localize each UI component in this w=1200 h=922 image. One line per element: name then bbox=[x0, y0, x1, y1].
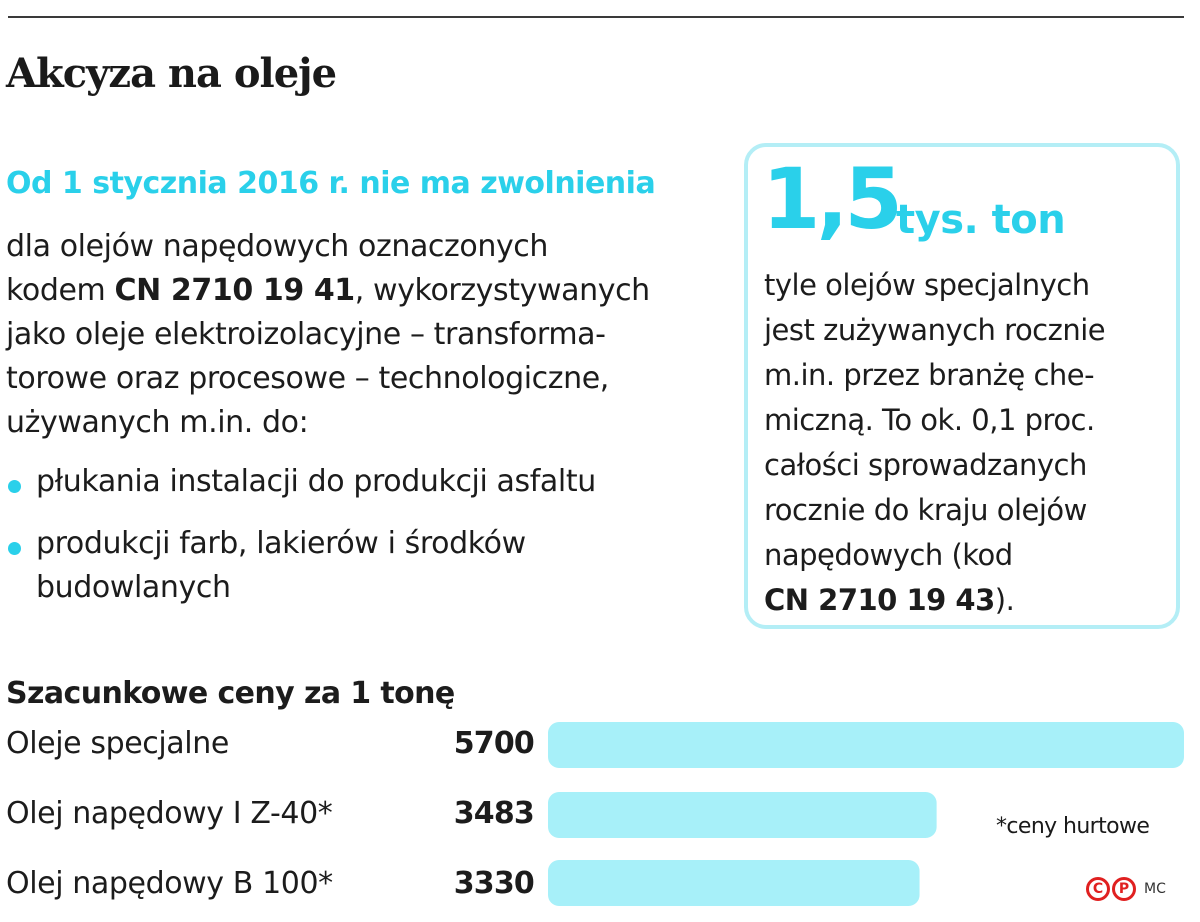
callout-big-number: 1,5 bbox=[762, 150, 903, 248]
subheading: Od 1 stycznia 2016 r. nie ma zwolnienia bbox=[6, 166, 656, 201]
cn-code: CN 2710 19 41 bbox=[114, 273, 356, 308]
value-label: 3330 bbox=[453, 866, 535, 901]
list-item: płukania instalacji do produkcji asfaltu bbox=[6, 460, 706, 504]
copyright-p-icon: P bbox=[1112, 877, 1136, 901]
body-text-fragment: kodem bbox=[6, 273, 115, 308]
chart-title: Szacunkowe ceny za 1 tonę bbox=[6, 676, 455, 711]
copyright-c-icon: C bbox=[1086, 877, 1110, 901]
category-label: Olej napędowy B 100* bbox=[6, 866, 333, 901]
category-label: Oleje specjalne bbox=[6, 726, 229, 761]
callout-line: rocznie do kraju olejów bbox=[764, 493, 1087, 527]
list-item-text: budowlanych bbox=[36, 570, 231, 605]
callout-line: napędowych (kod bbox=[764, 538, 1013, 572]
callout-line: CN 2710 19 43). bbox=[764, 578, 1174, 623]
author-initials: MC bbox=[1144, 881, 1166, 897]
bullet-dot-icon bbox=[8, 480, 21, 493]
value-label: 5700 bbox=[453, 726, 535, 761]
bullet-dot-icon bbox=[8, 542, 21, 555]
value-label: 3483 bbox=[453, 796, 535, 831]
callout-code-suffix: ). bbox=[994, 583, 1015, 617]
callout-line: jest zużywanych rocznie bbox=[764, 313, 1106, 347]
cn-code: CN 2710 19 43 bbox=[764, 583, 995, 617]
body-text-fragment: , wykorzystywanych bbox=[354, 273, 650, 308]
callout-line: całości sprowadzanych bbox=[764, 448, 1087, 482]
callout-text: tyle olejów specjalnych jest zużywanych … bbox=[764, 263, 1174, 623]
credit: C P MC bbox=[1086, 874, 1166, 904]
callout-line: tyle olejów specjalnych bbox=[764, 268, 1090, 302]
body-line: dla olejów napędowych oznaczonych bbox=[6, 229, 549, 264]
callout-box: 1,5 tys. ton tyle olejów specjalnych jes… bbox=[744, 143, 1180, 629]
callout-unit: tys. ton bbox=[896, 197, 1066, 243]
body-line: jako oleje elektroizolacyjne – transform… bbox=[6, 317, 606, 352]
list-item-text: płukania instalacji do produkcji asfaltu bbox=[36, 464, 596, 499]
list-item-text: produkcji farb, lakierów i środków bbox=[36, 526, 526, 561]
page-title: Akcyza na oleje bbox=[6, 50, 337, 97]
list-item: produkcji farb, lakierów i środków budow… bbox=[6, 522, 706, 610]
body-line: kodem CN 2710 19 41, wykorzystywanych bbox=[6, 269, 706, 313]
bullet-list: płukania instalacji do produkcji asfaltu… bbox=[6, 460, 706, 628]
callout-line: miczną. To ok. 0,1 proc. bbox=[764, 403, 1095, 437]
body-line: torowe oraz procesowe – technologiczne, bbox=[6, 361, 609, 396]
body-line: używanych m.in. do: bbox=[6, 405, 309, 440]
body-paragraph: dla olejów napędowych oznaczonych kodem … bbox=[6, 225, 706, 445]
top-rule bbox=[8, 16, 1184, 18]
bar bbox=[548, 722, 1184, 768]
bar bbox=[548, 860, 920, 906]
footnote: *ceny hurtowe bbox=[996, 814, 1150, 839]
category-label: Olej napędowy I Z-40* bbox=[6, 796, 333, 831]
callout-line: m.in. przez branżę che- bbox=[764, 358, 1095, 392]
bar bbox=[548, 792, 937, 838]
